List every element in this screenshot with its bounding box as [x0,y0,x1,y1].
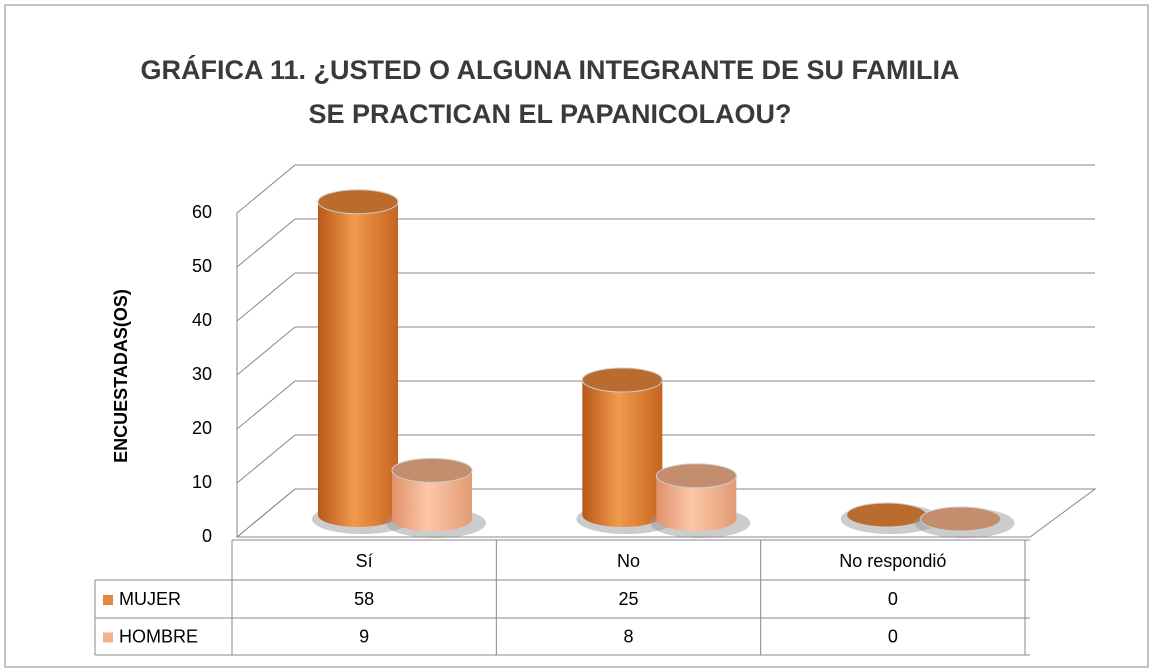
y-tick-label: 20 [192,418,212,438]
bar-bottom [656,507,737,531]
legend-label: HOMBRE [119,626,198,646]
y-tick-label: 30 [192,364,212,384]
bar-top [391,457,473,483]
bar [650,463,751,538]
y-tick-label: 60 [192,202,212,222]
chart-title: GRÁFICA 11. ¿USTED O ALGUNA INTEGRANTE D… [140,55,960,129]
table-value: 0 [888,626,898,646]
chart-border [4,4,1149,668]
bar-top [581,367,663,393]
bar-bottom [392,507,472,531]
table-value: 9 [359,626,369,646]
y-axis-label: ENCUESTADAS(OS) [111,289,131,463]
bar-top [655,463,737,489]
grid-line [236,380,296,430]
x-tick-label: No respondió [839,551,946,571]
grid-line [236,434,296,484]
bar [386,457,486,538]
x-tick-label: Sí [356,551,373,571]
grid-line [236,488,296,538]
bar [312,189,412,534]
legend-swatch [103,595,113,605]
grid-line [236,164,296,214]
table-value: 8 [623,626,633,646]
bar [576,367,677,534]
legend-label: MUJER [119,589,181,609]
table-value: 58 [354,589,374,609]
bar [840,502,941,534]
grid-line [236,272,296,322]
bar-top [920,506,1002,532]
bar-body [318,201,398,516]
grid-line [236,218,296,268]
y-tick-label: 40 [192,310,212,330]
y-tick-label: 0 [202,526,212,546]
table-value: 0 [888,589,898,609]
grid-line [236,326,296,376]
bar-body [582,380,663,515]
bar [914,506,1015,538]
y-tick-label: 50 [192,256,212,276]
table-value: 25 [618,589,638,609]
bar-bottom [318,503,398,527]
y-tick-label: 10 [192,472,212,492]
x-tick-label: No [617,551,640,571]
bar-top [846,502,928,528]
bar-top [317,189,399,215]
legend-swatch [103,632,113,643]
bar-bottom [582,503,663,527]
